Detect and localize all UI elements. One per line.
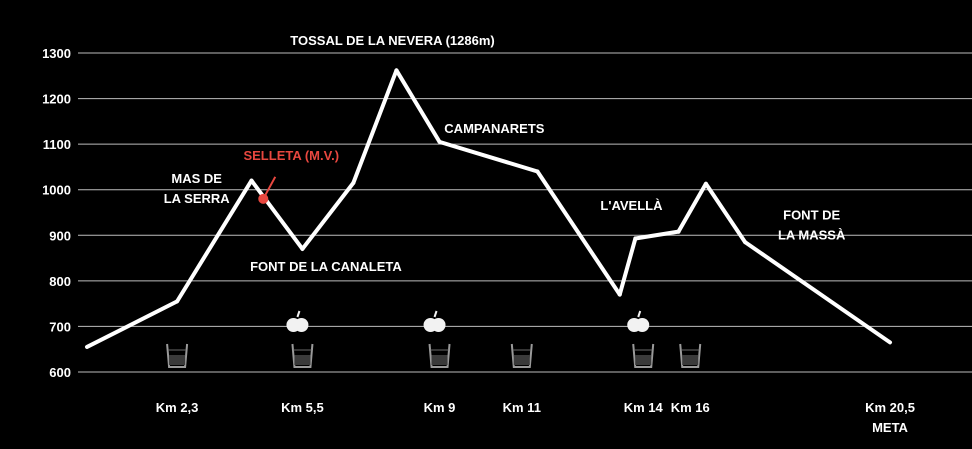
km-label: Km 14 [624, 400, 664, 415]
profile-segment [633, 229, 681, 241]
annotation-label-line: LA SERRA [164, 191, 231, 206]
profile-segment [85, 299, 180, 349]
km-label: Km 20,5 META [865, 400, 915, 435]
aid-stations [166, 310, 702, 368]
km-label-line: Km 16 [671, 400, 710, 415]
apple-icon [286, 310, 309, 332]
water-cup-icon [291, 343, 314, 368]
water-cup-icon [166, 343, 189, 368]
km-label-line: Km 14 [624, 400, 664, 415]
marker-group: SELLETA (M.V.) [243, 148, 339, 204]
km-label: Km 2,3 [156, 400, 199, 415]
y-tick-label: 1200 [42, 92, 71, 107]
y-tick-label: 700 [49, 319, 71, 334]
annotation-label-line: TOSSAL DE LA NEVERA (1286m) [290, 33, 494, 48]
y-tick-label: 1100 [43, 137, 71, 152]
y-tick-label: 600 [49, 365, 71, 380]
profile-segment [617, 236, 638, 297]
annotation-label: FONT DE LA MASSÀ [778, 207, 846, 242]
profile-segment [249, 178, 305, 251]
annotation-label-line: FONT DE LA CANALETA [250, 259, 402, 274]
annotation-label-line: LA MASSÀ [778, 227, 846, 242]
y-tick-label: 900 [49, 228, 71, 243]
profile-lines [85, 68, 892, 349]
profile-segment [300, 180, 356, 251]
profile-segment [437, 139, 540, 174]
y-tick-label: 1000 [42, 183, 71, 198]
profile-segment [535, 169, 622, 297]
km-label-line: META [872, 420, 908, 435]
km-label-line: Km 11 [503, 400, 541, 415]
marker-label: SELLETA (M.V.) [243, 148, 339, 163]
annotation-label-line: MAS DE [171, 171, 222, 186]
annotation-label: CAMPANARETS [444, 121, 544, 136]
water-cup-icon [428, 343, 451, 368]
water-cup-icon [679, 343, 702, 368]
annotation-label: L'AVELLÀ [600, 198, 663, 213]
km-labels: Km 2,3 Km 5,5 Km 9 Km 11 Km 14 Km 16 Km 20,5 ME… [156, 400, 915, 435]
annotation-label: FONT DE LA CANALETA [250, 259, 402, 274]
annotation-label: TOSSAL DE LA NEVERA (1286m) [290, 33, 494, 48]
km-label: Km 5,5 [281, 400, 324, 415]
km-label: Km 11 [503, 400, 541, 415]
km-label-line: Km 5,5 [281, 400, 324, 415]
km-label-line: Km 9 [424, 400, 456, 415]
water-cup-icon [510, 343, 533, 368]
apple-icon [627, 310, 650, 332]
profile-segment [743, 240, 892, 345]
profile-segment [175, 178, 254, 304]
marker-dot [258, 193, 269, 204]
annotation-label-line: L'AVELLÀ [600, 198, 663, 213]
grid [78, 52, 972, 373]
annotation-label: MAS DE LA SERRA [164, 171, 231, 206]
y-tick-label: 800 [49, 274, 71, 289]
annotations: TOSSAL DE LA NEVERA (1286m) MAS DE LA SERR… [164, 33, 846, 274]
water-cup-icon [632, 343, 655, 368]
km-label-line: Km 2,3 [156, 400, 199, 415]
profile-segment [676, 181, 708, 234]
km-label: Km 9 [424, 400, 456, 415]
apple-icon [423, 310, 446, 332]
y-tick-label: 1300 [42, 46, 71, 61]
annotation-label-line: CAMPANARETS [444, 121, 544, 136]
y-axis-ticks: 1300 1200 1100 1000 900 800 700 600 [42, 46, 71, 380]
km-label: Km 16 [671, 400, 710, 415]
profile-segment [351, 68, 399, 185]
km-label-line: Km 20,5 [865, 400, 915, 415]
profile-segment [703, 181, 748, 245]
profile-segment [394, 68, 442, 144]
annotation-label-line: FONT DE [783, 207, 840, 222]
